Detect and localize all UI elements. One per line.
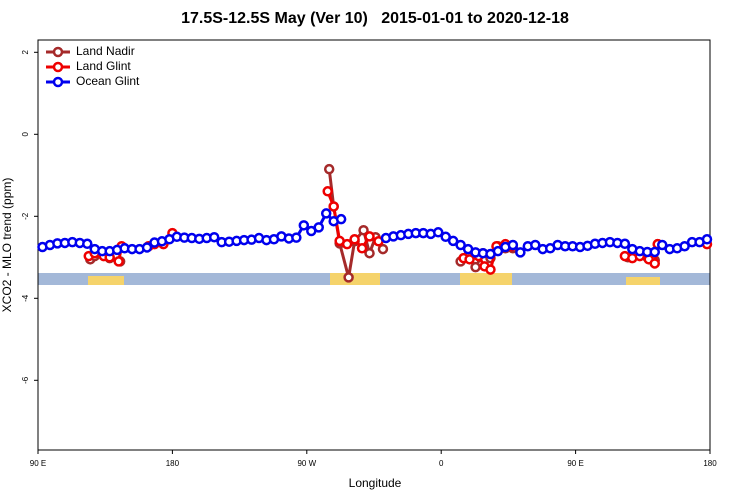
y-tick-label: -4 xyxy=(21,294,30,302)
y-tick-label: -2 xyxy=(21,212,30,220)
point xyxy=(291,232,302,243)
point xyxy=(440,231,451,243)
point xyxy=(656,239,668,251)
land-patch xyxy=(460,273,512,285)
land-patch xyxy=(88,276,124,285)
x-tick-label: 0 xyxy=(439,459,444,468)
land-patch xyxy=(626,277,660,285)
point xyxy=(619,238,631,250)
point xyxy=(323,163,335,175)
point xyxy=(515,247,526,258)
point xyxy=(113,256,124,267)
x-tick-label: 180 xyxy=(703,459,717,468)
y-tick-label: -6 xyxy=(21,376,30,384)
point xyxy=(358,224,369,236)
x-tick-label: 180 xyxy=(166,459,180,468)
point xyxy=(82,238,93,250)
legend-marker xyxy=(52,61,64,73)
point xyxy=(208,231,220,243)
x-tick-label: 90 E xyxy=(567,459,583,468)
land-patch xyxy=(330,273,380,285)
y-tick-label: 0 xyxy=(21,132,30,137)
point xyxy=(364,231,375,242)
point xyxy=(530,239,541,251)
legend-label: Land Glint xyxy=(76,59,131,73)
point xyxy=(455,239,466,251)
y-tick-label: 2 xyxy=(21,50,30,55)
legend-marker xyxy=(52,46,64,58)
point xyxy=(320,208,332,219)
point xyxy=(507,239,519,251)
legend-marker xyxy=(52,76,64,88)
x-tick-label: 90 E xyxy=(30,459,46,468)
point xyxy=(313,222,324,233)
point xyxy=(349,234,360,245)
point xyxy=(649,258,660,269)
point xyxy=(679,240,690,252)
point xyxy=(432,227,444,238)
point xyxy=(298,220,310,231)
point xyxy=(701,234,713,245)
series xyxy=(37,208,713,260)
point xyxy=(343,272,354,283)
point xyxy=(356,243,368,254)
point xyxy=(377,243,389,255)
point xyxy=(335,213,347,225)
point xyxy=(470,261,481,273)
point xyxy=(447,235,459,247)
land-mask xyxy=(38,273,710,285)
chart-title: 17.5S-12.5S May (Ver 10) 2015-01-01 to 2… xyxy=(181,10,569,27)
point xyxy=(492,245,504,257)
legend-label: Ocean Glint xyxy=(76,74,140,88)
point xyxy=(464,254,475,265)
point xyxy=(485,264,496,275)
point xyxy=(341,238,353,250)
point xyxy=(649,246,660,258)
point xyxy=(364,247,375,259)
legend-label: Land Nadir xyxy=(76,44,135,58)
y-axis-label: XCO2 - MLO trend (ppm) xyxy=(0,178,14,313)
point xyxy=(141,242,153,253)
point xyxy=(322,186,333,197)
x-axis-label: Longitude xyxy=(349,476,402,490)
point xyxy=(328,201,339,212)
x-tick-label: 90 W xyxy=(297,459,316,468)
